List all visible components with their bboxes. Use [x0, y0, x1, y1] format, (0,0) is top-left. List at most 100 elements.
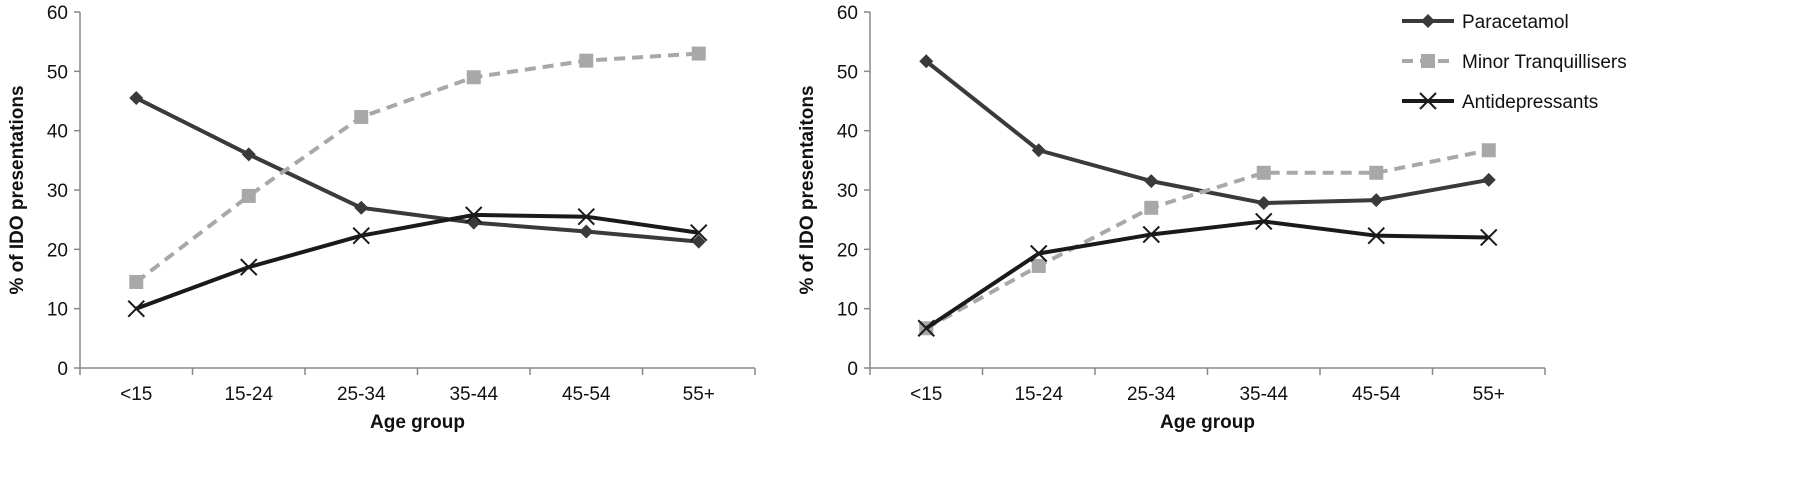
- data-point: [129, 91, 144, 106]
- x-marker-stroke: [465, 206, 483, 224]
- x-axis-label: Age group: [1160, 412, 1255, 433]
- legend-label: Antidepressants: [1462, 92, 1598, 113]
- legend-item: Minor Tranquillisers: [1402, 52, 1627, 73]
- series-line: [925, 148, 1490, 330]
- y-tick-label: 10: [837, 300, 858, 321]
- data-point: [1256, 165, 1271, 180]
- data-point: [354, 110, 369, 125]
- data-point: [1030, 244, 1048, 263]
- y-tick-label: 10: [47, 300, 68, 321]
- x-tick-label: 45-54: [562, 384, 611, 405]
- data-point: [1369, 193, 1384, 208]
- y-tick-label: 20: [837, 240, 858, 261]
- data-point: [1142, 225, 1160, 244]
- y-tick-label: 50: [837, 62, 858, 83]
- y-axis-label: % of IDO presentations: [7, 85, 28, 294]
- x-marker-stroke: [127, 299, 145, 318]
- data-point: [466, 70, 481, 85]
- x-tick-label: 15-24: [1014, 384, 1063, 405]
- x-tick-label: 55+: [683, 384, 715, 405]
- legend-swatch-marker: [1421, 54, 1435, 68]
- y-tick-label: 40: [837, 122, 858, 143]
- x-tick-label: 15-24: [224, 384, 273, 405]
- data-point: [1367, 226, 1385, 245]
- series-line: [135, 96, 699, 244]
- data-point: [579, 224, 594, 239]
- x-tick-label: <15: [910, 384, 942, 405]
- data-point: [577, 207, 595, 226]
- x-tick-label: 25-34: [1127, 384, 1176, 405]
- data-point: [1031, 258, 1046, 273]
- data-point: [129, 274, 144, 289]
- x-marker-stroke: [1030, 244, 1048, 263]
- data-point: [919, 54, 934, 69]
- x-tick-label: <15: [120, 384, 152, 405]
- y-tick-label: 60: [837, 3, 858, 24]
- x-marker-stroke: [240, 258, 258, 276]
- data-point: [241, 147, 256, 162]
- series-paracetamol: [919, 54, 1496, 211]
- x-marker-stroke: [690, 224, 708, 242]
- x-marker-stroke: [917, 319, 935, 337]
- data-point: [1480, 228, 1498, 247]
- data-point: [1031, 143, 1046, 158]
- x-marker-stroke: [352, 226, 370, 245]
- series-minor-tranquillisers: [919, 143, 1496, 336]
- data-point: [354, 200, 369, 215]
- y-tick-label: 20: [47, 240, 68, 261]
- series-line: [925, 219, 1489, 330]
- data-point: [465, 206, 483, 224]
- y-tick-label: 40: [47, 122, 68, 143]
- data-point: [1255, 212, 1273, 231]
- chart-panel-1: 0 10 20 30 40 50 60 <15 15-24 25-34 35-44 45-54 55+ A…: [7, 3, 756, 433]
- data-point: [691, 46, 706, 61]
- y-tick-label: 0: [847, 359, 858, 380]
- data-point: [241, 188, 256, 203]
- data-point: [690, 224, 708, 242]
- x-axis-label: Age group: [370, 412, 465, 433]
- legend-swatch-marker: [1421, 14, 1435, 28]
- x-tick-label: 25-34: [337, 384, 386, 405]
- x-marker-stroke: [1255, 212, 1273, 231]
- y-tick-label: 50: [47, 62, 68, 83]
- legend: Paracetamol Minor Tranquillisers Antidepre…: [1402, 12, 1627, 113]
- data-point: [1144, 200, 1159, 215]
- series-line: [925, 59, 1490, 206]
- legend-item: Antidepressants: [1402, 92, 1598, 113]
- chart-panel-2: 0 10 20 30 40 50 60 <15 15-24 25-34 35-44 45-54 55+ A…: [797, 3, 1627, 433]
- data-point: [917, 319, 935, 337]
- data-point: [1144, 174, 1159, 189]
- data-point: [1369, 165, 1384, 180]
- y-axis-label: % of IDO presentaitons: [797, 85, 818, 294]
- legend-item: Paracetamol: [1402, 12, 1569, 33]
- series-antidepressants: [917, 212, 1498, 337]
- data-point: [352, 226, 370, 245]
- x-tick-label: 35-44: [1239, 384, 1288, 405]
- x-marker-stroke: [1480, 228, 1498, 247]
- data-point: [1256, 196, 1271, 211]
- x-marker-stroke: [577, 207, 595, 226]
- data-point: [579, 53, 594, 68]
- x-tick-label: 35-44: [449, 384, 498, 405]
- legend-label: Minor Tranquillisers: [1462, 52, 1627, 73]
- legend-label: Paracetamol: [1462, 12, 1569, 33]
- x-marker-stroke: [1142, 225, 1160, 244]
- x-marker-stroke: [1419, 92, 1437, 110]
- data-point: [1481, 143, 1496, 158]
- y-tick-label: 30: [47, 181, 68, 202]
- data-point: [691, 234, 706, 249]
- series-minor-tranquillisers: [129, 46, 706, 289]
- y-tick-label: 60: [47, 3, 68, 24]
- x-tick-label: 55+: [1473, 384, 1505, 405]
- data-point: [240, 258, 258, 276]
- series-line: [135, 51, 699, 284]
- x-marker-stroke: [1367, 226, 1385, 245]
- y-tick-label: 0: [57, 359, 68, 380]
- x-tick-label: 45-54: [1352, 384, 1401, 405]
- y-tick-label: 30: [837, 181, 858, 202]
- legend-swatch-marker: [1419, 92, 1437, 110]
- series-antidepressants: [127, 206, 708, 318]
- series-line: [135, 212, 700, 311]
